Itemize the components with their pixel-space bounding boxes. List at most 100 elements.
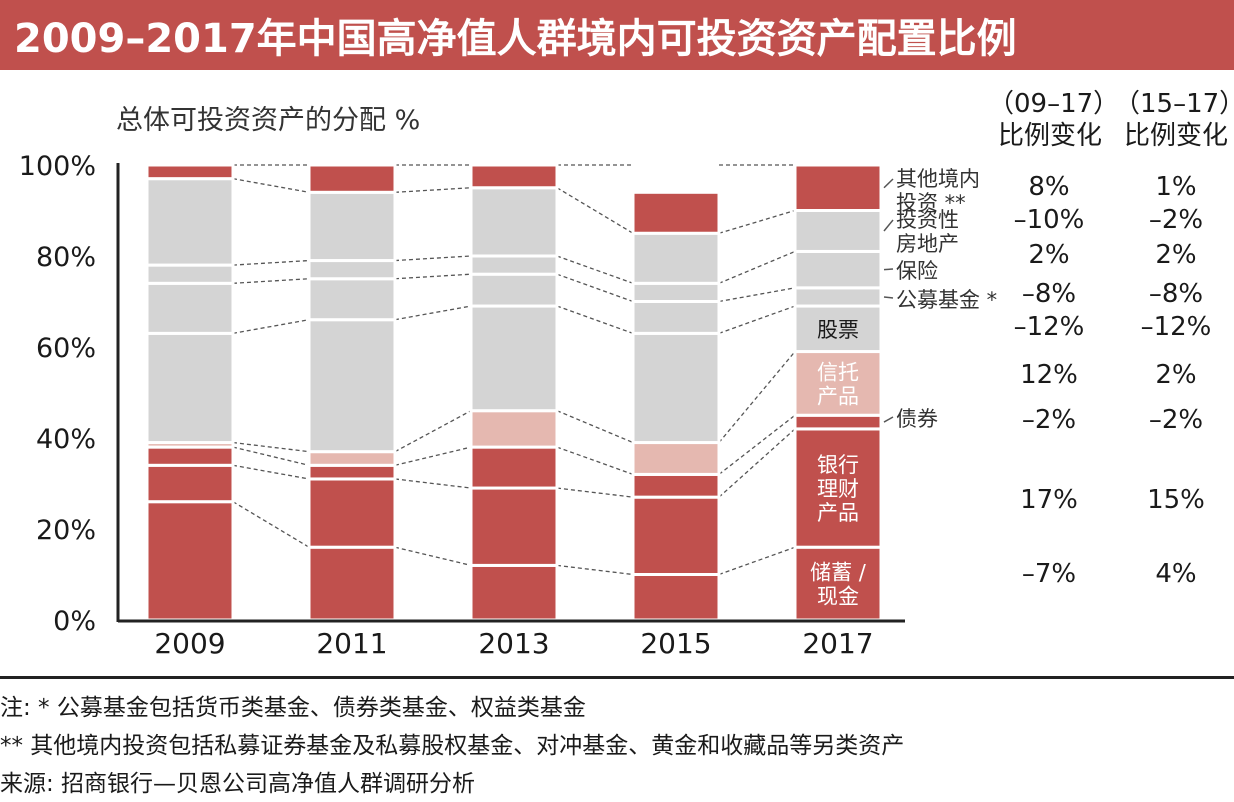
change-15-17-value: 1%	[1155, 172, 1196, 202]
segment-connector	[718, 250, 796, 284]
bar-segment	[631, 190, 721, 235]
bar-segment	[631, 231, 721, 285]
segment-connector	[394, 478, 472, 489]
footnote-source: 来源: 招商银行—贝恩公司高净值人群调研分析	[0, 771, 476, 797]
label-leader	[883, 296, 894, 299]
bar-segment	[307, 318, 397, 454]
segment-connector	[232, 259, 310, 266]
chart-subtitle: 总体可投资资产的分配 %	[116, 105, 421, 136]
label-leader	[883, 219, 894, 232]
segment-connector	[394, 273, 472, 280]
inbar-series-label: 股票	[817, 318, 859, 342]
x-tick-label: 2013	[478, 627, 549, 660]
series-label: 投资 **	[896, 191, 966, 215]
change-header-09-17-line1: （09–17）	[988, 89, 1120, 119]
y-tick-label: 40%	[36, 424, 96, 455]
bar-segment	[793, 427, 883, 549]
inbar-series-label: 理财	[817, 477, 859, 501]
page-title: 2009–2017年中国高净值人群境内可投资资产配置比例	[14, 16, 1017, 62]
bar-segment	[145, 263, 235, 285]
segment-connector	[394, 305, 472, 321]
series-label: 保险	[896, 259, 938, 283]
segment-connector	[718, 428, 796, 498]
segment-connector	[718, 546, 796, 576]
series-label: 其他境内	[896, 167, 980, 191]
bar-segment	[469, 163, 559, 190]
segment-connector	[394, 546, 472, 567]
inbar-series-label: 产品	[817, 501, 859, 525]
y-tick-label: 0%	[53, 606, 96, 637]
segment-connector	[394, 410, 472, 453]
segment-connector	[232, 178, 310, 193]
inbar-series-label: 储蓄 /	[810, 561, 867, 585]
x-tick-label: 2009	[154, 627, 225, 660]
label-leader	[883, 268, 894, 271]
series-label: 房地产	[896, 232, 959, 256]
bar-segment	[145, 463, 235, 504]
segment-connector	[232, 278, 310, 284]
change-15-17-value: 15%	[1147, 485, 1205, 515]
bar-segment	[631, 331, 721, 445]
change-09-17-value: 17%	[1020, 485, 1078, 515]
segment-connector	[718, 414, 796, 475]
bar-segment	[469, 563, 559, 622]
bar-segment	[469, 186, 559, 258]
bar-segment	[631, 573, 721, 622]
bar-segment	[145, 500, 235, 622]
inbar-series-label: 银行	[817, 453, 859, 477]
change-15-17-value: –2%	[1149, 405, 1203, 435]
segment-connector	[394, 446, 472, 466]
change-15-17-value: –8%	[1149, 279, 1203, 309]
change-15-17-value: 2%	[1155, 240, 1196, 270]
segment-connector	[232, 441, 310, 453]
segment-connector	[556, 255, 634, 284]
bar-segment	[145, 281, 235, 335]
bottom-rule	[0, 676, 1234, 679]
segment-connector	[556, 410, 634, 444]
series-label: 债券	[896, 407, 938, 431]
bar-segment	[631, 300, 721, 335]
bar-segment	[307, 190, 397, 263]
bar-segment	[793, 350, 883, 417]
x-tick-label: 2017	[802, 627, 873, 660]
bar-segment	[307, 163, 397, 194]
segment-connector	[232, 501, 310, 548]
bar-segment	[307, 259, 397, 281]
segment-connector	[232, 464, 310, 480]
bar-segment	[307, 477, 397, 549]
footnote-other: ** 其他境内投资包括私募证券基金及私募股权基金、对冲基金、黄金和收藏品等另类资…	[0, 733, 905, 759]
bar-segment	[145, 331, 235, 445]
footnote-fund: 注: * 公募基金包括货币类基金、债券类基金、权益类基金	[0, 695, 586, 721]
change-09-17-value: –12%	[1014, 312, 1085, 342]
bar-segment	[631, 495, 721, 576]
bar-segment	[145, 177, 235, 267]
bar-segment	[793, 249, 883, 290]
bar-segment	[793, 413, 883, 431]
segment-connector	[556, 305, 634, 334]
segment-connector	[718, 287, 796, 303]
inbar-series-label: 现金	[817, 585, 859, 609]
change-09-17-value: –7%	[1022, 559, 1076, 589]
bar-segment	[469, 272, 559, 308]
segment-connector	[556, 273, 634, 303]
bar-segment	[631, 281, 721, 303]
change-09-17-value: –10%	[1014, 205, 1085, 235]
y-tick-label: 20%	[36, 515, 96, 546]
change-header-15-17-line2: 比例变化	[1123, 121, 1228, 151]
bar-segment	[793, 304, 883, 354]
bar-segment	[469, 409, 559, 449]
segment-connector	[556, 187, 634, 234]
x-tick-label: 2015	[640, 627, 711, 660]
segment-connector	[556, 446, 634, 476]
bar-segment	[469, 254, 559, 276]
change-09-17-value: 8%	[1028, 172, 1069, 202]
x-tick-label: 2011	[316, 627, 387, 660]
change-header-09-17: （09–17） 比例变化	[988, 88, 1120, 152]
y-tick-label: 60%	[36, 333, 96, 364]
bar-segment	[145, 445, 235, 467]
y-tick-label: 80%	[36, 242, 96, 273]
change-15-17-value: –12%	[1141, 312, 1212, 342]
bar-segment	[307, 463, 397, 481]
change-09-17-value: –8%	[1022, 279, 1076, 309]
segment-connector	[394, 187, 472, 193]
